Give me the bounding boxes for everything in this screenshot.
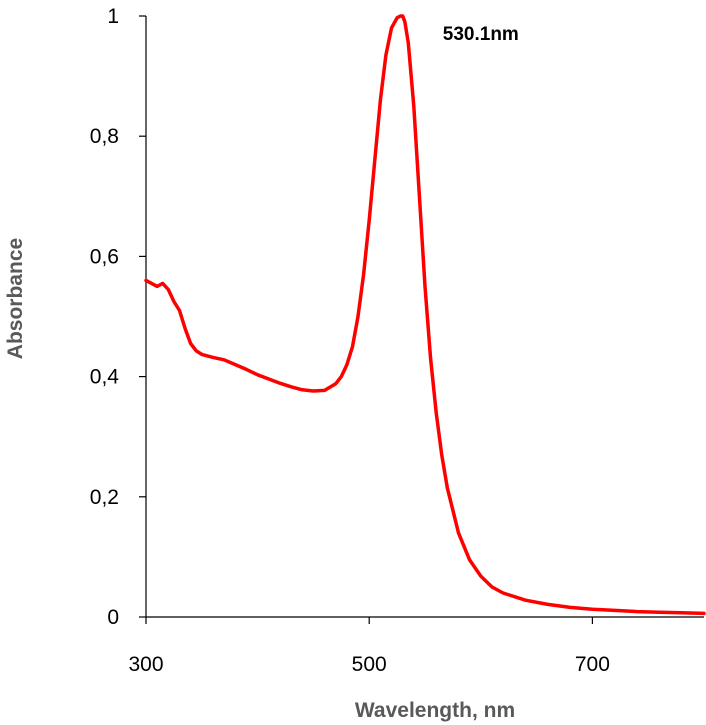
y-tick-label: 0,8 [90, 125, 119, 148]
y-tick-label: 0 [107, 606, 119, 629]
peak-annotation: 530.1nm [443, 24, 519, 45]
x-tick-label: 300 [128, 653, 163, 676]
x-axis-title: Wavelength, nm [355, 699, 515, 722]
y-tick-label: 1 [107, 5, 119, 28]
x-tick-label: 700 [575, 653, 610, 676]
y-tick-label: 0,4 [90, 366, 120, 389]
x-tick-label: 500 [352, 653, 387, 676]
y-axis-title: Absorbance [4, 238, 27, 359]
absorbance-series-line [144, 14, 706, 616]
y-tick-label: 0,6 [90, 245, 119, 268]
y-tick-label: 0,2 [90, 486, 119, 509]
